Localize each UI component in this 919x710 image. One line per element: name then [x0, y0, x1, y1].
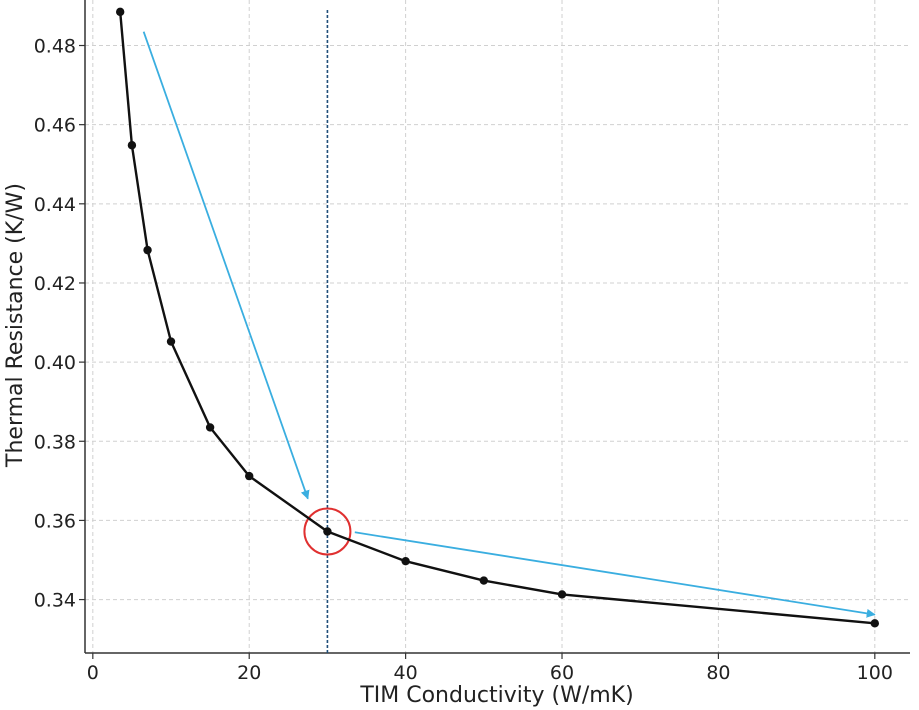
y-tick-label-7: 0.48 [34, 36, 76, 58]
y-tick-label-2: 0.38 [34, 431, 76, 453]
data-point-5 [245, 471, 254, 481]
y-tick-label-5: 0.44 [34, 194, 76, 216]
x-tick-label-4: 80 [706, 662, 730, 684]
y-tick-label-4: 0.42 [34, 273, 76, 295]
x-tick-label-5: 100 [857, 662, 893, 684]
data-point-9 [557, 590, 567, 599]
y-tick-label-6: 0.46 [34, 115, 76, 137]
axes: 0 20 40 60 80 100 0.34 0.36 0.38 0.40 0.42 0.44 0.46… [34, 0, 910, 684]
data-point-4 [205, 423, 215, 432]
x-tick-label-3: 60 [550, 662, 574, 684]
annotation-arrow-1 [354, 531, 876, 618]
series-line-0 [119, 11, 875, 625]
annotations [142, 10, 876, 653]
y-tick-label-3: 0.40 [34, 352, 76, 374]
x-axis-title: TIM Conductivity (W/mK) [359, 683, 633, 708]
data-point-6 [323, 527, 332, 536]
data-point-1 [127, 141, 137, 150]
series [115, 7, 880, 628]
annotation-arrow-0 [142, 31, 310, 500]
grid [85, 0, 910, 653]
x-tick-label-0: 0 [87, 662, 99, 684]
data-point-0 [115, 7, 125, 17]
data-point-7 [401, 556, 410, 566]
y-axis-title: Thermal Resistance (K/W) [3, 183, 28, 468]
y-tick-label-0: 0.34 [34, 590, 76, 612]
x-tick-label-2: 40 [394, 662, 418, 684]
data-point-8 [479, 576, 489, 585]
data-point-2 [143, 245, 152, 255]
y-tick-label-1: 0.36 [34, 510, 76, 532]
data-point-3 [166, 337, 176, 346]
x-tick-label-1: 20 [237, 662, 261, 684]
data-point-10 [870, 619, 880, 628]
highlight-circle [303, 507, 352, 556]
